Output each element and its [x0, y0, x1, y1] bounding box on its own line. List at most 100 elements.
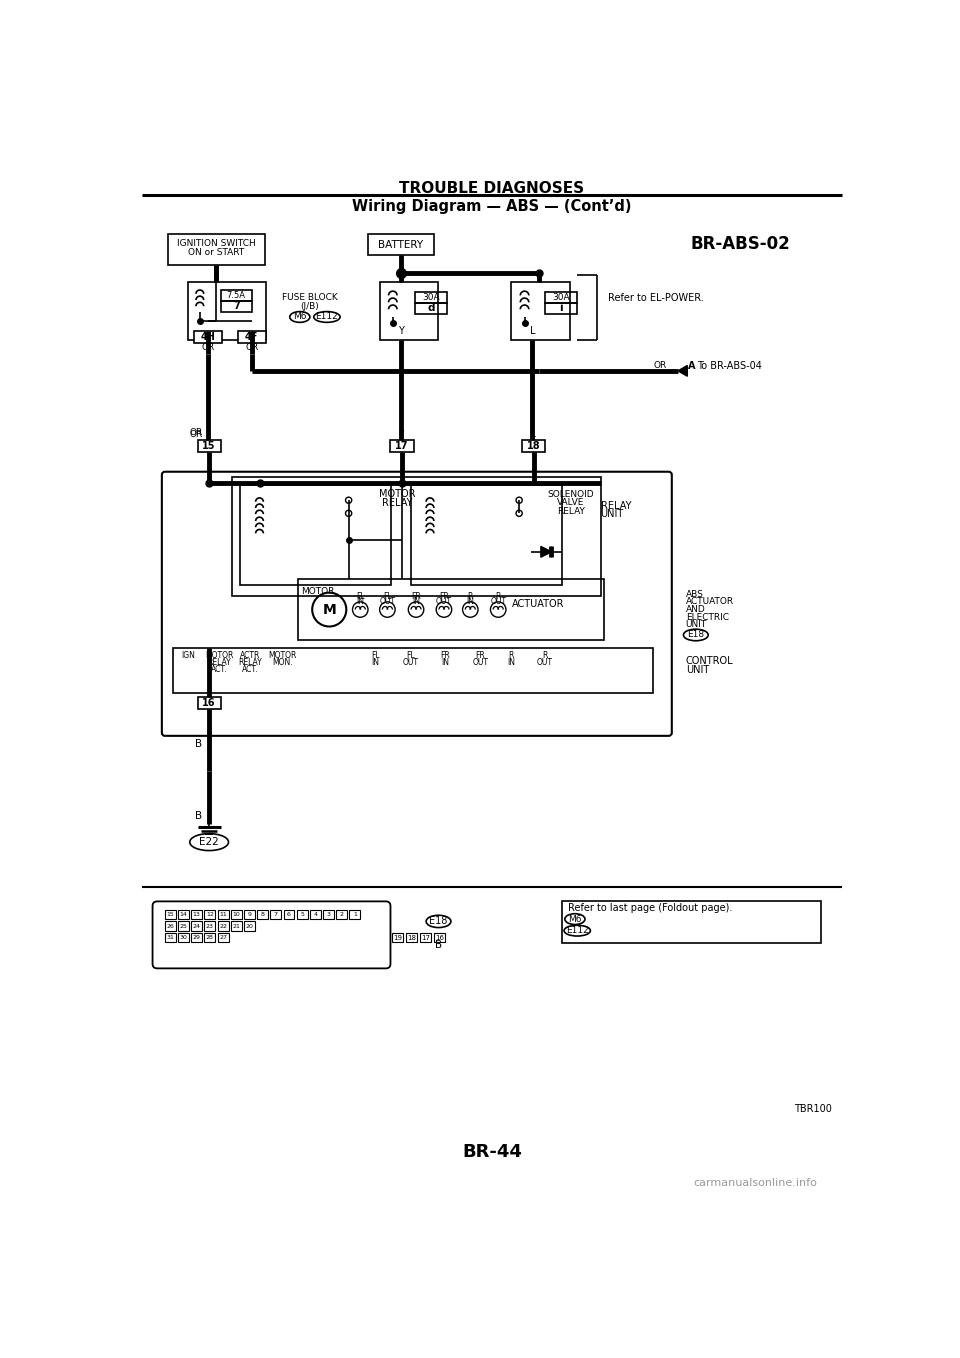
Text: E112: E112	[565, 926, 588, 936]
Text: Wiring Diagram — ABS — (Cont’d): Wiring Diagram — ABS — (Cont’d)	[352, 200, 632, 215]
Bar	[415, 292, 447, 303]
Text: ELECTRIC: ELECTRIC	[685, 612, 729, 622]
Text: IN: IN	[508, 659, 516, 667]
Text: 24: 24	[193, 923, 201, 929]
Polygon shape	[678, 365, 687, 376]
Bar	[218, 922, 228, 930]
Text: OR: OR	[653, 361, 666, 369]
Text: OUT: OUT	[537, 659, 553, 667]
Text: FR: FR	[439, 592, 449, 602]
Text: RELAY: RELAY	[557, 507, 585, 516]
Bar	[238, 331, 266, 344]
Text: 18: 18	[407, 934, 416, 941]
Text: 14: 14	[180, 913, 187, 917]
Text: B: B	[195, 739, 203, 750]
Bar	[271, 910, 281, 919]
Bar	[168, 234, 265, 265]
Bar	[191, 933, 203, 942]
Bar	[230, 922, 242, 930]
Bar	[165, 922, 176, 930]
Bar	[221, 300, 252, 311]
Bar	[310, 910, 321, 919]
Text: BR-44: BR-44	[462, 1143, 522, 1161]
Text: L: L	[530, 326, 535, 335]
Text: B: B	[195, 811, 203, 822]
Bar	[188, 282, 266, 340]
Text: 10: 10	[232, 913, 240, 917]
Text: d: d	[427, 303, 435, 314]
Text: TBR100: TBR100	[794, 1104, 832, 1114]
Text: 3: 3	[326, 913, 330, 917]
Text: A: A	[688, 361, 696, 371]
Text: R: R	[468, 592, 473, 602]
Text: 16: 16	[435, 934, 444, 941]
Text: OUT: OUT	[491, 598, 506, 607]
Text: OUT: OUT	[472, 659, 489, 667]
Text: IN: IN	[372, 659, 380, 667]
Text: IN: IN	[356, 598, 364, 607]
Bar	[391, 440, 414, 452]
Bar	[194, 331, 223, 344]
Text: Y: Y	[397, 429, 403, 439]
Text: ACT.: ACT.	[211, 665, 228, 674]
Text: (J/B): (J/B)	[300, 301, 320, 311]
Bar	[257, 910, 268, 919]
Text: 4: 4	[313, 913, 318, 917]
Bar	[562, 900, 822, 942]
Text: ACT.: ACT.	[242, 665, 258, 674]
Text: OR: OR	[190, 428, 203, 437]
Text: B: B	[435, 940, 443, 949]
Bar	[230, 910, 242, 919]
Text: BATTERY: BATTERY	[378, 240, 423, 250]
Text: OUT: OUT	[436, 598, 452, 607]
Text: FR: FR	[475, 652, 485, 660]
Text: MOTOR: MOTOR	[379, 489, 416, 498]
Text: MOTOR: MOTOR	[300, 588, 334, 596]
Text: 12: 12	[206, 913, 214, 917]
Text: E112: E112	[316, 312, 338, 322]
Text: Refer to EL-POWER.: Refer to EL-POWER.	[609, 293, 704, 303]
Text: 25: 25	[180, 923, 187, 929]
Bar	[173, 648, 653, 693]
Text: FL: FL	[406, 652, 415, 660]
Bar	[240, 485, 392, 585]
Text: 26: 26	[166, 923, 175, 929]
Text: IGN: IGN	[181, 652, 195, 660]
Text: E18: E18	[429, 917, 447, 926]
Bar	[420, 933, 431, 942]
Text: 16: 16	[203, 698, 216, 708]
Text: 2: 2	[340, 913, 344, 917]
Text: OR: OR	[190, 429, 203, 439]
Bar	[411, 485, 562, 585]
Bar	[198, 440, 221, 452]
Bar	[191, 922, 203, 930]
Text: RELAY: RELAY	[207, 659, 231, 667]
Text: M6: M6	[568, 914, 582, 923]
Bar	[179, 933, 189, 942]
Text: 7: 7	[233, 301, 240, 311]
Text: IN: IN	[467, 598, 474, 607]
Text: FL: FL	[383, 592, 392, 602]
Bar	[244, 910, 254, 919]
Text: UNIT: UNIT	[601, 509, 624, 519]
Text: ACTR: ACTR	[240, 652, 260, 660]
Text: E18: E18	[687, 630, 705, 640]
Bar	[544, 303, 577, 314]
Bar	[379, 282, 438, 340]
Text: 21: 21	[232, 923, 240, 929]
Text: 20: 20	[246, 923, 253, 929]
Text: L: L	[530, 429, 535, 439]
Bar	[406, 933, 417, 942]
Text: M: M	[323, 603, 336, 617]
Text: 29: 29	[193, 936, 201, 940]
Bar	[232, 477, 601, 596]
Text: CONTROL: CONTROL	[685, 656, 733, 667]
Text: 1: 1	[353, 913, 357, 917]
Text: VALVE: VALVE	[558, 498, 585, 507]
Text: OR: OR	[202, 344, 215, 352]
Bar	[165, 933, 176, 942]
Text: FR: FR	[411, 592, 420, 602]
Text: OUT: OUT	[379, 598, 396, 607]
Bar	[218, 910, 228, 919]
Text: MOTOR: MOTOR	[205, 652, 233, 660]
